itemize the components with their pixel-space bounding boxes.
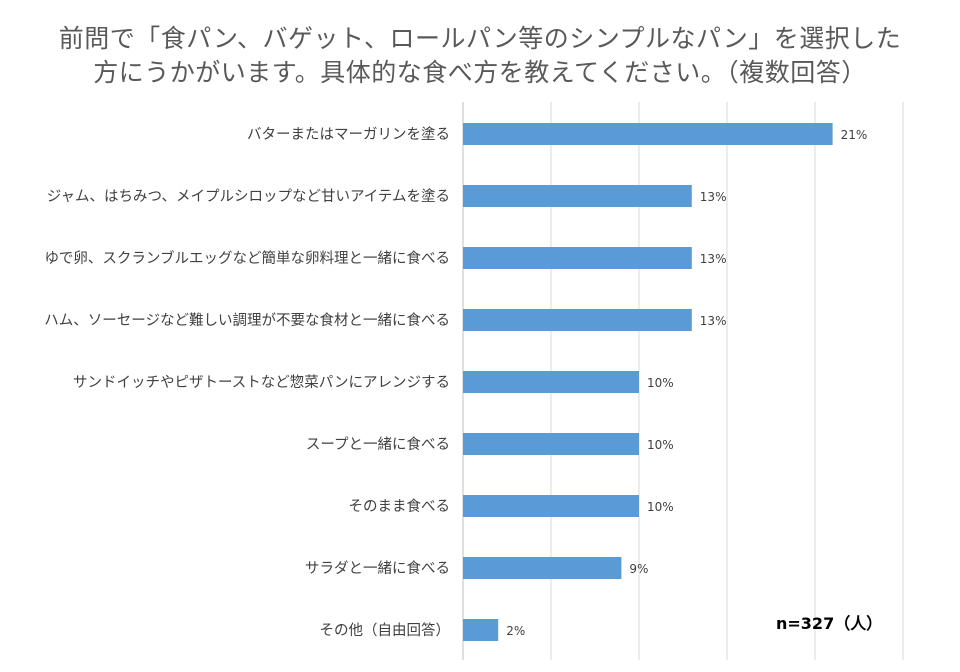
data-label: 9% [629,562,648,576]
chart-title-line1: 前問で「食パン、バゲット、ロールパン等のシンプルなパン」を選択した [58,24,902,53]
data-label: 13% [700,252,727,266]
bar [463,619,499,641]
category-label: その他（自由回答） [320,622,451,639]
data-label: 10% [647,438,674,452]
category-label: サラダと一緒に食べる [305,560,450,577]
bar [463,309,692,331]
category-label: バターまたはマーガリンを塗る [247,125,450,143]
sample-size-note: n=327（人） [776,614,883,633]
bar [463,433,639,455]
bar [463,495,639,517]
bar [463,185,692,207]
category-label: ハム、ソーセージなど難しい調理が不要な食材と一緒に食べる [44,312,450,329]
category-label: スープと一緒に食べる [306,436,450,453]
data-label: 10% [647,376,674,390]
category-label: ゆで卵、スクランブルエッグなど簡単な卵料理と一緒に食べる [44,249,450,267]
data-label: 13% [700,314,727,328]
category-label: サンドイッチやピザトーストなど惣菜パンにアレンジする [73,374,450,391]
bar [463,123,833,145]
category-label: そのまま食べる [349,498,451,515]
category-label: ジャム、はちみつ、メイプルシロップなど甘いアイテムを塗る [47,187,450,205]
bar [463,247,692,269]
bar [463,371,639,393]
data-label: 13% [700,190,727,204]
data-label: 2% [506,624,525,638]
bar [463,557,622,579]
data-label: 10% [647,500,674,514]
data-label: 21% [841,128,868,142]
chart-title-line2: 方にうかがいます。具体的な食べ方を教えてください。（複数回答） [93,58,867,87]
